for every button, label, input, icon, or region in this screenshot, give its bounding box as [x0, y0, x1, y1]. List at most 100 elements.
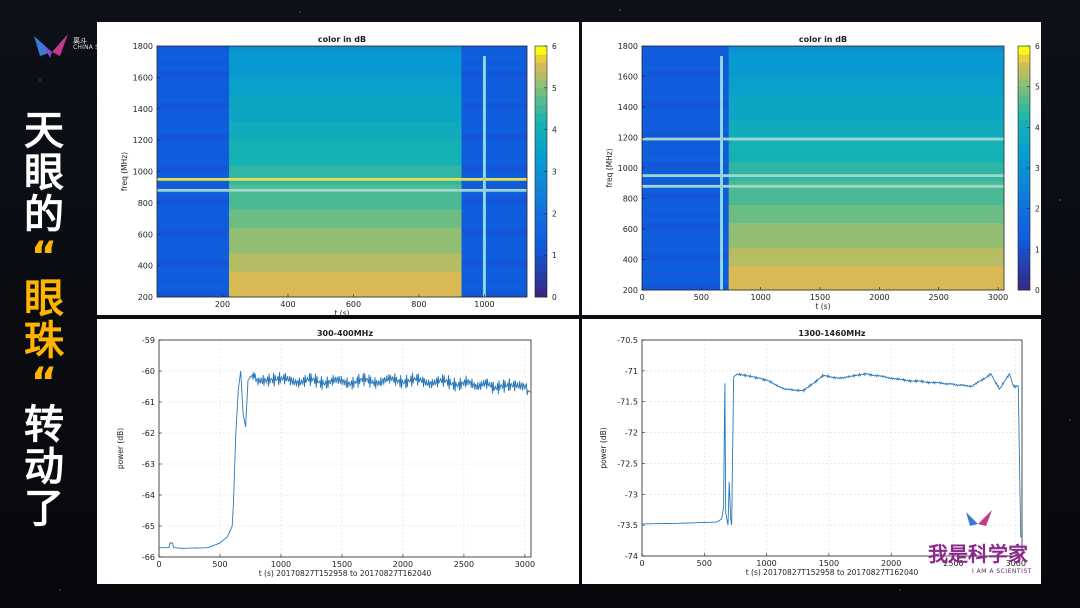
- y-tick-label: 200: [138, 293, 153, 302]
- colorbar-cell: [535, 230, 547, 239]
- colorbar-cell: [535, 255, 547, 264]
- sidebar-char: 眼: [24, 276, 64, 322]
- x-tick-label: 2000: [393, 560, 413, 569]
- heatmap-cell: [461, 265, 527, 273]
- heatmap-cell: [728, 94, 1004, 102]
- colorbar-cell: [1018, 192, 1030, 201]
- heatmap-cell: [461, 190, 527, 197]
- heatmap-cell: [229, 108, 462, 116]
- y-axis-label: power (dB): [116, 428, 125, 469]
- heatmap-cell: [728, 210, 1004, 218]
- heatmap-panel-1: color in dB 200 400 600 800 1000 200 400 600 800 1…: [97, 22, 579, 315]
- heatmap-chart-2: color in dB0 500 1000 1500 2000 2500 300020040…: [605, 35, 1040, 311]
- y-tick-label: 1200: [133, 136, 153, 145]
- colorbar-cell: [1018, 233, 1030, 242]
- colorbar-tick-label: 6: [1035, 42, 1040, 51]
- interference-line: [157, 177, 527, 181]
- heatmap-cell: [157, 58, 230, 66]
- heatmap-cell: [229, 202, 462, 210]
- heatmap-cell: [461, 259, 527, 266]
- colorbar-tick-label: 6: [552, 42, 557, 51]
- y-tick-label: 1400: [618, 103, 638, 112]
- y-tick-label: -73.5: [617, 521, 638, 530]
- y-tick-label: 800: [138, 199, 153, 208]
- colorbar-cell: [535, 271, 547, 281]
- heatmap-cell: [728, 180, 1004, 187]
- x-tick-label: 200: [215, 300, 230, 309]
- heatmap-cell: [642, 216, 729, 224]
- heatmap-cell: [157, 171, 230, 179]
- heatmap-cell: [461, 127, 527, 135]
- heatmap-cell: [157, 64, 230, 72]
- y-tick-label: 800: [623, 195, 638, 204]
- heatmap-cell: [642, 46, 729, 53]
- watermark-en: I AM A SCIENTIST: [972, 568, 1032, 575]
- y-tick-label: -61: [142, 398, 155, 407]
- x-tick-label: 3000: [988, 293, 1008, 302]
- watermark-wing-icon: [966, 510, 992, 526]
- heatmap-cell: [642, 198, 729, 205]
- colorbar-cell: [1018, 224, 1030, 234]
- heatmap-cell: [461, 152, 527, 160]
- heatmap-cell: [157, 234, 230, 241]
- y-tick-label: 1600: [618, 73, 638, 82]
- heatmap-cell: [642, 119, 729, 126]
- y-tick-label: -71.5: [617, 398, 638, 407]
- colorbar-cell: [535, 188, 547, 197]
- y-tick-label: 400: [138, 262, 153, 271]
- heatmap-cell: [461, 290, 527, 298]
- heatmap-cell: [642, 186, 729, 193]
- heatmap-cell: [642, 204, 729, 211]
- heatmap-cell: [461, 177, 527, 185]
- heatmap-cell: [157, 284, 230, 292]
- logo-wing-icon: [34, 34, 68, 58]
- colorbar-cell: [535, 246, 547, 256]
- heatmap-cell: [642, 265, 729, 272]
- x-tick-label: 2500: [454, 560, 474, 569]
- colorbar-cell: [535, 288, 547, 298]
- heatmap-cell: [728, 82, 1004, 89]
- heatmap-cell: [229, 158, 462, 166]
- colorbar-tick-label: 2: [552, 209, 557, 218]
- heatmap-cell: [642, 70, 729, 77]
- heatmap-cell: [157, 209, 230, 216]
- colorbar-cell: [1018, 265, 1030, 275]
- heatmap-cell: [157, 152, 230, 160]
- colorbar-cell: [535, 71, 547, 80]
- heatmap-cell: [642, 253, 729, 260]
- heatmap-cell: [642, 271, 729, 279]
- colorbar-cell: [1018, 70, 1030, 79]
- y-tick-label: -66: [142, 553, 155, 562]
- colorbar-tick-label: 3: [1035, 164, 1040, 173]
- colorbar-cell: [1018, 119, 1030, 128]
- heatmap-cell: [642, 168, 729, 175]
- heatmap-cell: [642, 277, 729, 285]
- colorbar-tick-label: 5: [552, 84, 557, 93]
- heatmap-cell: [461, 52, 527, 59]
- colorbar-tick-label: 4: [1035, 123, 1040, 132]
- plot-frame: [641, 339, 1023, 557]
- sidebar-char: 天: [24, 108, 64, 154]
- heatmap-cell: [461, 240, 527, 248]
- colorbar-cell: [535, 54, 547, 64]
- colorbar-cell: [535, 196, 547, 206]
- colorbar-tick-label: 3: [552, 168, 557, 177]
- x-axis-label: t (s) 20170827T152958 to 20170827T162040: [746, 568, 919, 577]
- heatmap-cell: [642, 131, 729, 138]
- colorbar-cell: [535, 163, 547, 172]
- heatmap-cell: [642, 137, 729, 144]
- x-tick-label: 800: [411, 300, 426, 309]
- heatmap-cell: [461, 227, 527, 235]
- heatmap-cell: [229, 215, 462, 222]
- interference-line: [157, 188, 527, 192]
- heatmap-cell: [461, 71, 527, 78]
- heatmap-cell: [728, 198, 1004, 205]
- y-tick-label: -72: [625, 429, 638, 438]
- heatmap-cell: [157, 108, 230, 116]
- sidebar-char: “: [30, 234, 58, 280]
- heatmap-cell: [229, 121, 462, 128]
- colorbar-cell: [1018, 176, 1030, 185]
- heatmap-cell: [229, 259, 462, 266]
- heatmap-cell: [229, 240, 462, 248]
- sidebar-char: “: [30, 360, 58, 406]
